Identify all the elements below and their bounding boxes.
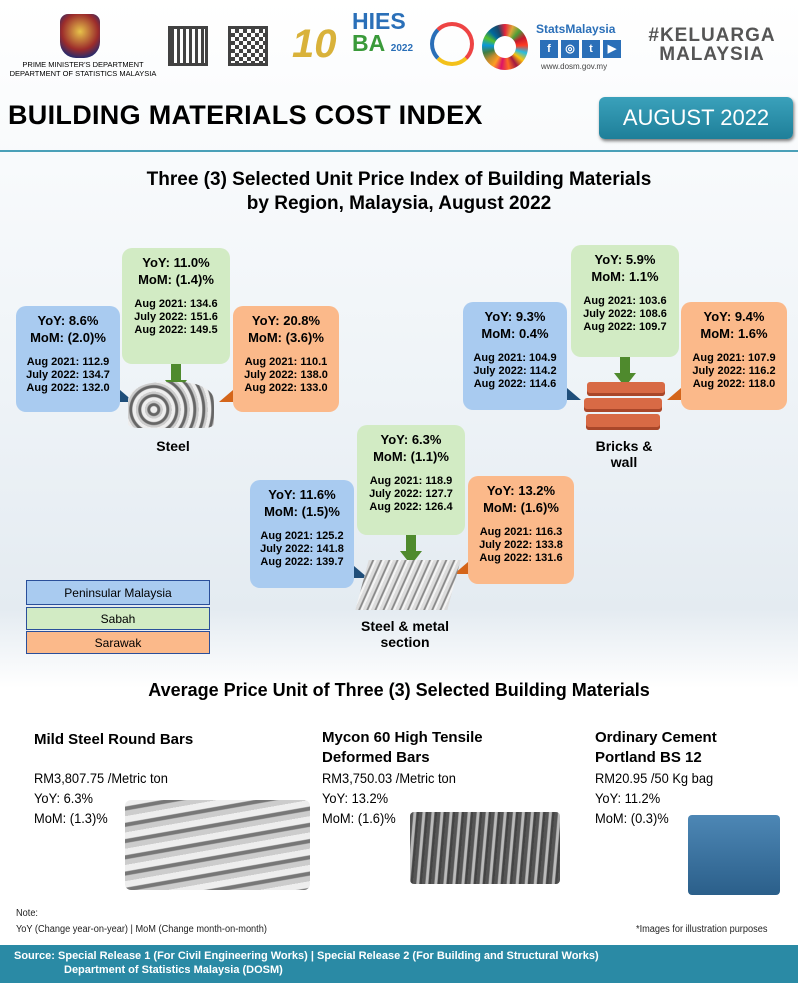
index-box-sabah: YoY: 6.3% MoM: (1.1)% Aug 2021: 118.9 Ju…	[357, 425, 465, 535]
aug-2022-value: Aug 2022: 126.4	[369, 501, 453, 513]
source-footer: Source: Special Release 1 (For Civil Eng…	[0, 945, 798, 983]
jul-2022-value: July 2022: 116.2	[692, 365, 776, 377]
note: Note: YoY (Change year-on-year) | MoM (C…	[16, 908, 267, 935]
jul-2022-value: July 2022: 141.8	[260, 543, 344, 555]
yoy-value: YoY: 5.9%	[594, 252, 656, 267]
page-title: BUILDING MATERIALS COST INDEX	[8, 100, 483, 130]
jul-2022-value: July 2022: 134.7	[26, 369, 110, 381]
month-badge: AUGUST 2022	[599, 97, 793, 139]
mom-value: MoM: 1.6%	[700, 326, 768, 341]
logo-band: PRIME MINISTER'S DEPARTMENT DEPARTMENT OF…	[0, 0, 798, 80]
yoy-value: YoY: 9.3%	[484, 309, 546, 324]
yoy-value: YoY: 11.6%	[268, 487, 336, 502]
mom-value: MoM: 1.1%	[591, 269, 659, 284]
jul-2022-value: July 2022: 151.6	[134, 311, 218, 323]
bricks-image	[586, 414, 660, 430]
section-title-average-price: Average Price Unit of Three (3) Selected…	[148, 680, 650, 700]
index-box-sarawak: YoY: 9.4% MoM: 1.6% Aug 2021: 107.9 July…	[681, 302, 787, 410]
arrow-left-icon	[667, 388, 681, 400]
yoy-value: YoY: 8.6%	[37, 313, 99, 328]
aug-2022-value: Aug 2022: 139.7	[260, 556, 344, 568]
index-box-sarawak: YoY: 20.8% MoM: (3.6)% Aug 2021: 110.1 J…	[233, 306, 339, 412]
mom-value: MoM: (1.6)%	[483, 500, 559, 515]
aug-2021-value: Aug 2021: 116.3	[479, 526, 563, 538]
mom-value: MoM: (3.6)%	[248, 330, 324, 345]
sdg-logo	[482, 24, 528, 70]
aug-2022-value: Aug 2022: 118.0	[692, 378, 776, 390]
arrow-left-icon	[219, 390, 233, 402]
aug-2021-value: Aug 2021: 104.9	[473, 352, 557, 364]
aug-2022-value: Aug 2022: 131.6	[479, 552, 563, 564]
keluarga-malaysia-logo: #KELUARGA MALAYSIA	[648, 25, 776, 65]
jul-2022-value: July 2022: 133.8	[479, 539, 563, 551]
section-title: Three (3) Selected Unit Price Index of B…	[146, 169, 652, 214]
index-box-sabah: YoY: 5.9% MoM: 1.1% Aug 2021: 103.6 July…	[571, 245, 679, 357]
department-name: PRIME MINISTER'S DEPARTMENT DEPARTMENT OF…	[9, 60, 157, 78]
mom-value: MoM: (1.5)%	[264, 504, 340, 519]
yoy-value: YoY: 13.2%	[486, 483, 556, 498]
website-link[interactable]: www.dosm.gov.my	[541, 62, 608, 71]
product-mycon: Mycon 60 High Tensile Deformed Bars RM3,…	[322, 729, 483, 826]
aug-2021-value: Aug 2021: 110.1	[244, 356, 328, 368]
material-label-bricks: Bricks & wall	[595, 438, 653, 470]
stats-malaysia-brand: StatsMalaysia	[536, 22, 616, 36]
index-box-sabah: YoY: 11.0% MoM: (1.4)% Aug 2021: 134.6 J…	[122, 248, 230, 364]
yoy-value: YoY: 9.4%	[703, 309, 765, 324]
index-box-peninsular: YoY: 8.6% MoM: (2.0)% Aug 2021: 112.9 Ju…	[16, 306, 120, 412]
product-mild-steel: Mild Steel Round Bars RM3,807.75 /Metric…	[34, 731, 194, 826]
material-label-steel-metal: Steel & metal section	[361, 618, 449, 650]
mom-value: MoM: 0.4%	[481, 326, 549, 341]
index-box-peninsular: YoY: 11.6% MoM: (1.5)% Aug 2021: 125.2 J…	[250, 480, 354, 588]
legend-peninsular: Peninsular Malaysia	[26, 580, 210, 605]
legend-sabah: Sabah	[26, 607, 210, 630]
facebook-icon[interactable]: f	[540, 40, 558, 58]
hies-logo: HIES BA 2022	[352, 8, 414, 56]
steel-bars-image	[125, 800, 310, 890]
twitter-icon[interactable]: t	[582, 40, 600, 58]
aug-2021-value: Aug 2021: 103.6	[583, 295, 667, 307]
yoy-value: YoY: 20.8%	[251, 313, 321, 328]
images-disclaimer: *Images for illustration purposes	[636, 924, 768, 935]
aug-2021-value: Aug 2021: 107.9	[692, 352, 776, 364]
material-label-steel: Steel	[156, 438, 190, 454]
qr-code-icon[interactable]	[168, 26, 208, 66]
aug-2021-value: Aug 2021: 134.6	[134, 298, 218, 310]
mom-value: MoM: (1.1)%	[373, 449, 449, 464]
qr-code-facebook-icon[interactable]	[228, 26, 268, 66]
bricks-image	[584, 398, 662, 412]
jul-2022-value: July 2022: 138.0	[244, 369, 328, 381]
metal-sheet-image	[355, 560, 461, 610]
index-box-peninsular: YoY: 9.3% MoM: 0.4% Aug 2021: 104.9 July…	[463, 302, 567, 410]
aug-2021-value: Aug 2021: 112.9	[26, 356, 110, 368]
arrow-right-icon	[567, 388, 581, 400]
product-cement: Ordinary Cement Portland BS 12 RM20.95 /…	[595, 729, 717, 826]
aug-2021-value: Aug 2021: 125.2	[260, 530, 344, 542]
cement-bags-image	[688, 815, 780, 895]
yoy-value: YoY: 6.3%	[380, 432, 442, 447]
anniversary-logo: 10	[292, 22, 337, 66]
aug-2022-value: Aug 2022: 114.6	[473, 378, 557, 390]
yoy-value: YoY: 11.0%	[142, 255, 210, 270]
divider	[0, 150, 798, 152]
aug-2022-value: Aug 2022: 149.5	[134, 324, 218, 336]
index-box-sarawak: YoY: 13.2% MoM: (1.6)% Aug 2021: 116.3 J…	[468, 476, 574, 584]
aug-2021-value: Aug 2021: 118.9	[369, 475, 453, 487]
census-logo	[430, 22, 474, 66]
instagram-icon[interactable]: ◎	[561, 40, 579, 58]
aug-2022-value: Aug 2022: 133.0	[244, 382, 328, 394]
jul-2022-value: July 2022: 108.6	[583, 308, 667, 320]
legend-sarawak: Sarawak	[26, 631, 210, 654]
aug-2022-value: Aug 2022: 132.0	[26, 382, 110, 394]
jul-2022-value: July 2022: 127.7	[369, 488, 453, 500]
government-crest-logo	[60, 14, 100, 58]
jul-2022-value: July 2022: 114.2	[473, 365, 557, 377]
bricks-image	[587, 382, 665, 396]
aug-2022-value: Aug 2022: 109.7	[583, 321, 667, 333]
steel-pipes-image	[128, 382, 214, 428]
mom-value: MoM: (2.0)%	[30, 330, 106, 345]
deformed-bars-image	[410, 812, 560, 884]
mom-value: MoM: (1.4)%	[138, 272, 214, 287]
youtube-icon[interactable]: ▶	[603, 40, 621, 58]
